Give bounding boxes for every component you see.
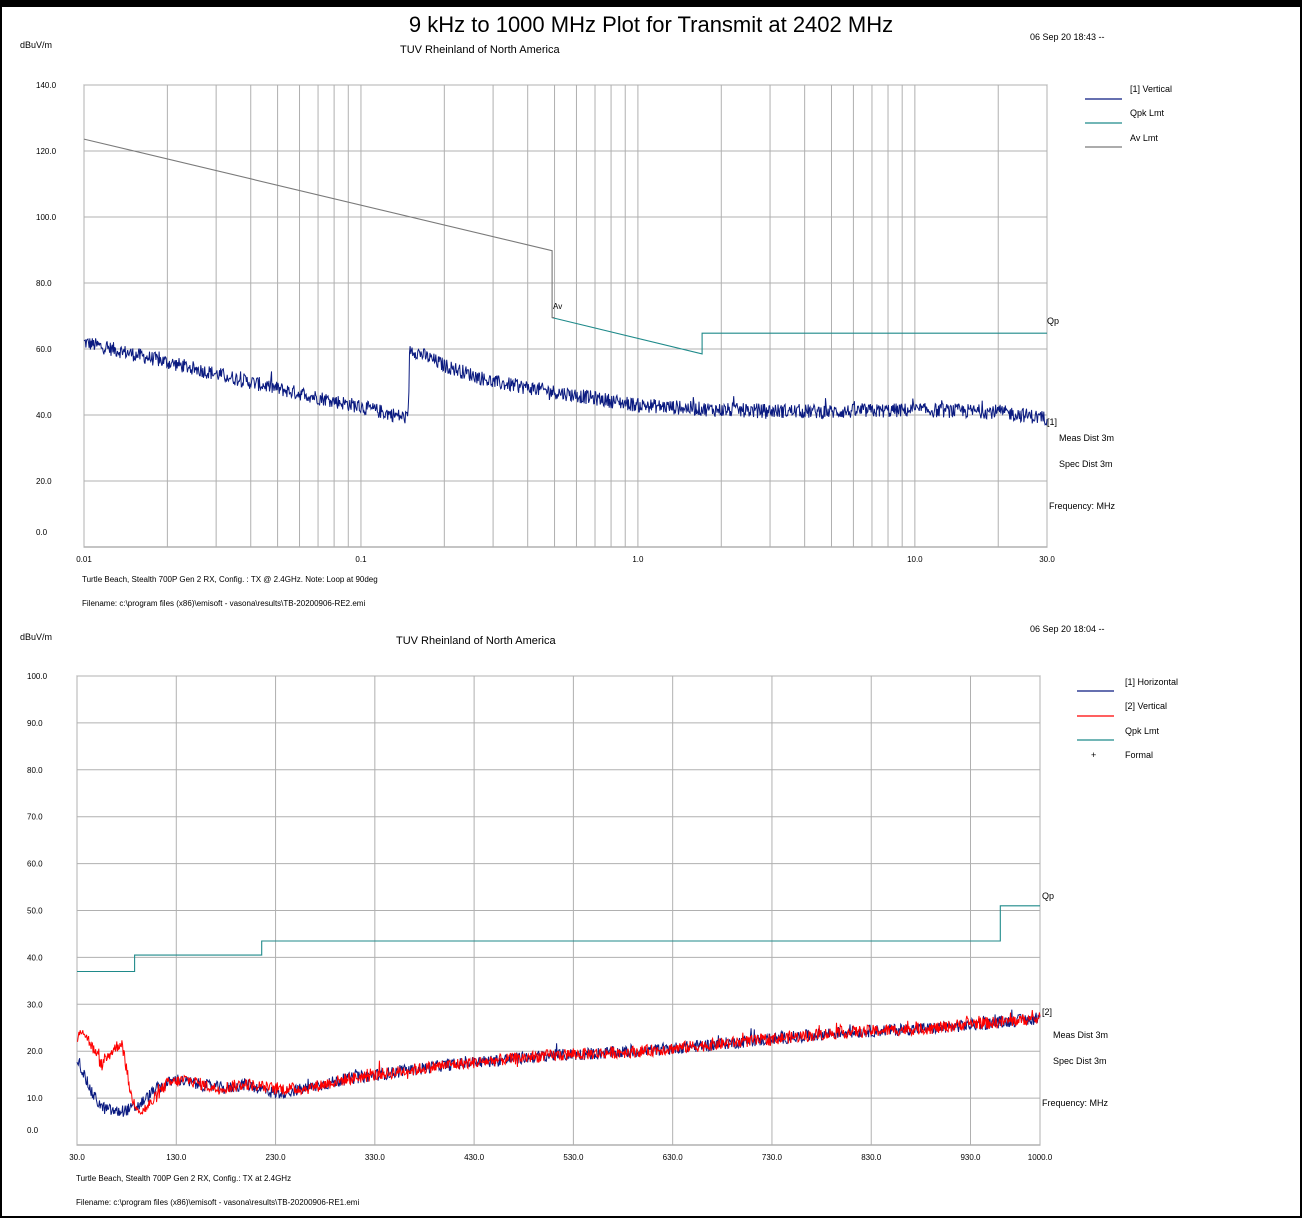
chart2-y-tick-label: 50.0 xyxy=(27,907,43,916)
chart2-spec-dist: Spec Dist 3m xyxy=(1053,1056,1107,1066)
chart1-x-tick-label: 30.0 xyxy=(1039,555,1055,564)
chart2-series xyxy=(76,905,1041,1117)
chart2-x-label: Frequency: MHz xyxy=(1042,1098,1109,1108)
chart1-filename: Filename: c:\program files (x86)\emisoft… xyxy=(82,599,366,608)
chart2-grid: 0.0 10.0 20.0 30.0 40.0 50.0 60.0 70.0 80.0 90.0 1… xyxy=(27,672,1114,1162)
chart1-x-tick-label: 0.1 xyxy=(355,555,367,564)
chart2-y-tick-label: 100.0 xyxy=(27,672,48,681)
chart2-trace-end-label: [2] xyxy=(1042,1007,1053,1017)
chart2-meas-dist: Meas Dist 3m xyxy=(1053,1030,1109,1040)
chart1-x-tick-label: 0.01 xyxy=(76,555,92,564)
chart2-y-tick-label: 20.0 xyxy=(27,1047,43,1056)
chart1-legend-label-av: Av Lmt xyxy=(1130,133,1158,143)
chart2-series-qpk-lmt xyxy=(77,905,1040,973)
chart1-y-tick-label: 80.0 xyxy=(36,279,52,288)
chart2-x-tick-label: 330.0 xyxy=(365,1153,386,1162)
chart1-y-tick-label: 0.0 xyxy=(36,528,48,537)
chart2-x-tick-label: 530.0 xyxy=(563,1153,584,1162)
chart2-x-tick-label: 130.0 xyxy=(166,1153,187,1162)
chart1-y-tick-label: 20.0 xyxy=(36,477,52,486)
chart2-timestamp: 06 Sep 20 18:04 -- xyxy=(1030,624,1105,634)
chart1-spec-dist: Spec Dist 3m xyxy=(1059,459,1113,469)
chart2-y-tick-label: 80.0 xyxy=(27,766,43,775)
chart2-legend-label-vertical: [2] Vertical xyxy=(1125,701,1168,711)
chart1-timestamp: 06 Sep 20 18:43 -- xyxy=(1030,32,1105,42)
chart1-y-tick-label: 40.0 xyxy=(36,411,52,420)
chart1-trace-end-label: [1] xyxy=(1047,417,1058,427)
chart2-legend-symbol-formal: + xyxy=(1091,750,1097,760)
chart1-series xyxy=(83,138,1048,426)
chart2-y-tick-label: 30.0 xyxy=(27,1000,43,1009)
chart1-x-tick-label: 1.0 xyxy=(632,555,644,564)
chart1-y-tick-label: 120.0 xyxy=(36,147,57,156)
chart1-y-tick-label: 60.0 xyxy=(36,345,52,354)
chart1-meas-dist: Meas Dist 3m xyxy=(1059,433,1115,443)
chart2-x-tick-label: 830.0 xyxy=(861,1153,882,1162)
chart2-x-tick-label: 1000.0 xyxy=(1028,1153,1053,1162)
chart1-x-label: Frequency: MHz xyxy=(1049,501,1116,511)
chart2-x-tick-label: 230.0 xyxy=(266,1153,287,1162)
chart2-caption: Turtle Beach, Stealth 700P Gen 2 RX, Con… xyxy=(76,1174,292,1183)
chart1-series-av-lmt xyxy=(83,138,555,319)
chart2-y-tick-label: 40.0 xyxy=(27,953,43,962)
chart2-filename: Filename: c:\program files (x86)\emisoft… xyxy=(76,1198,360,1207)
chart1-legend-label-vertical: [1] Vertical xyxy=(1130,84,1173,94)
chart1-legend-label-qpk: Qpk Lmt xyxy=(1130,108,1165,118)
chart1-series-qpk-lmt xyxy=(551,317,1047,355)
chart2-legend-label-horizontal: [1] Horizontal xyxy=(1125,677,1179,687)
chart1-y-unit: dBuV/m xyxy=(20,40,53,50)
chart1-caption: Turtle Beach, Stealth 700P Gen 2 RX, Con… xyxy=(82,575,378,584)
chart1-x-tick-label: 10.0 xyxy=(907,555,923,564)
chart2-y-unit: dBuV/m xyxy=(20,632,53,642)
chart2-series-2-vertical xyxy=(76,1010,1041,1115)
chart1-y-tick-label: 140.0 xyxy=(36,81,57,90)
chart2-x-tick-label: 930.0 xyxy=(960,1153,981,1162)
chart2-y-tick-label: 90.0 xyxy=(27,719,43,728)
chart2-y-tick-label: 0.0 xyxy=(27,1126,39,1135)
chart2-y-tick-label: 10.0 xyxy=(27,1094,43,1103)
chart1-grid: 0.0 20.0 40.0 60.0 80.0 100.0 120.0 140.0 0.01 0.… xyxy=(36,81,1122,564)
chart2-x-tick-label: 730.0 xyxy=(762,1153,783,1162)
chart1-qp-end-label: Qp xyxy=(1047,316,1060,326)
chart2-legend-label-formal: Formal xyxy=(1125,750,1154,760)
chart2-title: TUV Rheinland of North America xyxy=(396,635,556,647)
chart1-av-marker: Av xyxy=(553,302,563,311)
chart2-x-tick-label: 630.0 xyxy=(663,1153,684,1162)
chart2-y-tick-label: 70.0 xyxy=(27,813,43,822)
chart2-x-tick-label: 30.0 xyxy=(69,1153,85,1162)
chart2-legend-label-qpk: Qpk Lmt xyxy=(1125,726,1160,736)
chart1-title: TUV Rheinland of North America xyxy=(400,44,560,56)
chart2-y-tick-label: 60.0 xyxy=(27,860,43,869)
chart2-qp-end-label: Qp xyxy=(1042,891,1055,901)
chart2-x-tick-label: 430.0 xyxy=(464,1153,485,1162)
page-title: 9 kHz to 1000 MHz Plot for Transmit at 2… xyxy=(408,12,894,37)
chart1-y-tick-label: 100.0 xyxy=(36,213,57,222)
chart1-series-1-vertical xyxy=(83,337,1048,426)
